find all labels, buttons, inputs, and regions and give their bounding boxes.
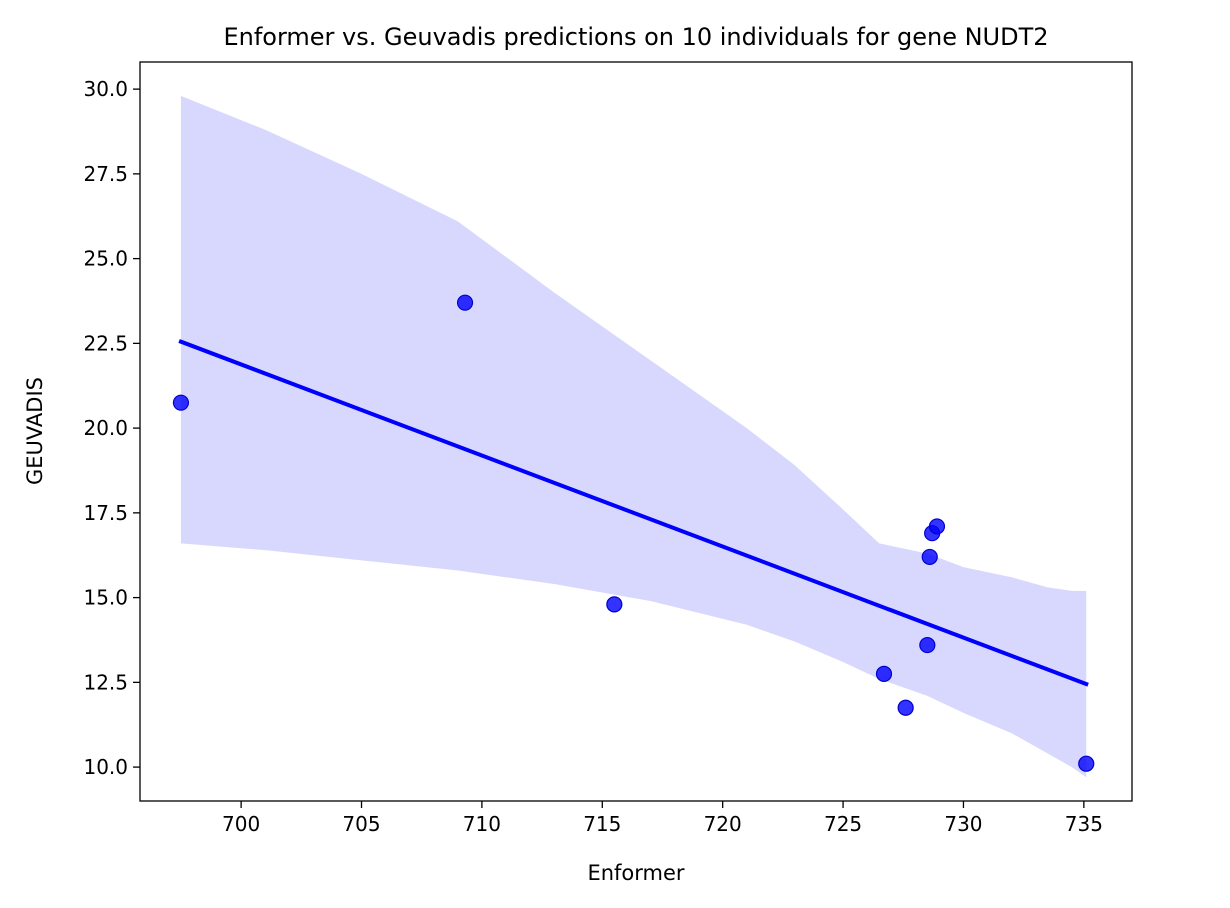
y-tick-label: 22.5 (83, 331, 128, 355)
x-tick-label: 705 (342, 812, 380, 836)
x-axis-ticks: 700 705 710 715 720 725 730 735 (222, 801, 1103, 836)
y-tick-label: 15.0 (83, 586, 128, 610)
y-tick-label: 25.0 (83, 247, 128, 271)
data-point (919, 636, 936, 654)
y-tick-label: 17.5 (83, 501, 128, 525)
confidence-band (180, 95, 1087, 778)
y-axis-ticks: 10.0 12.5 15.0 17.5 20.0 22.5 25.0 27.5 30.0 (83, 77, 140, 779)
chart-title: Enformer vs. Geuvadis predictions on 10 … (223, 23, 1048, 51)
x-tick-label: 710 (463, 812, 501, 836)
y-tick-label: 30.0 (83, 77, 128, 101)
regression-line (178, 339, 1089, 687)
x-tick-label: 700 (222, 812, 260, 836)
data-points-layer (172, 294, 1095, 772)
x-tick-label: 720 (704, 812, 742, 836)
data-point (1078, 755, 1095, 772)
y-tick-label: 10.0 (83, 755, 128, 779)
regression-line-layer (178, 339, 1089, 687)
x-tick-label: 725 (824, 812, 862, 836)
x-tick-label: 735 (1065, 812, 1103, 836)
plot-frame (139, 61, 1133, 802)
data-point (921, 548, 938, 566)
y-tick-label: 20.0 (83, 416, 128, 440)
data-point (172, 394, 190, 411)
y-axis-label: GEUVADIS (23, 377, 47, 485)
x-axis-label: Enformer (587, 861, 684, 885)
confidence-band-layer (180, 95, 1087, 778)
y-tick-label: 12.5 (83, 670, 128, 694)
x-tick-label: 715 (583, 812, 621, 836)
y-tick-label: 27.5 (83, 162, 128, 186)
data-point (456, 294, 474, 311)
x-tick-label: 730 (944, 812, 982, 836)
data-point (606, 596, 623, 613)
data-point (928, 518, 946, 535)
data-point (875, 665, 893, 682)
data-point (897, 699, 914, 716)
